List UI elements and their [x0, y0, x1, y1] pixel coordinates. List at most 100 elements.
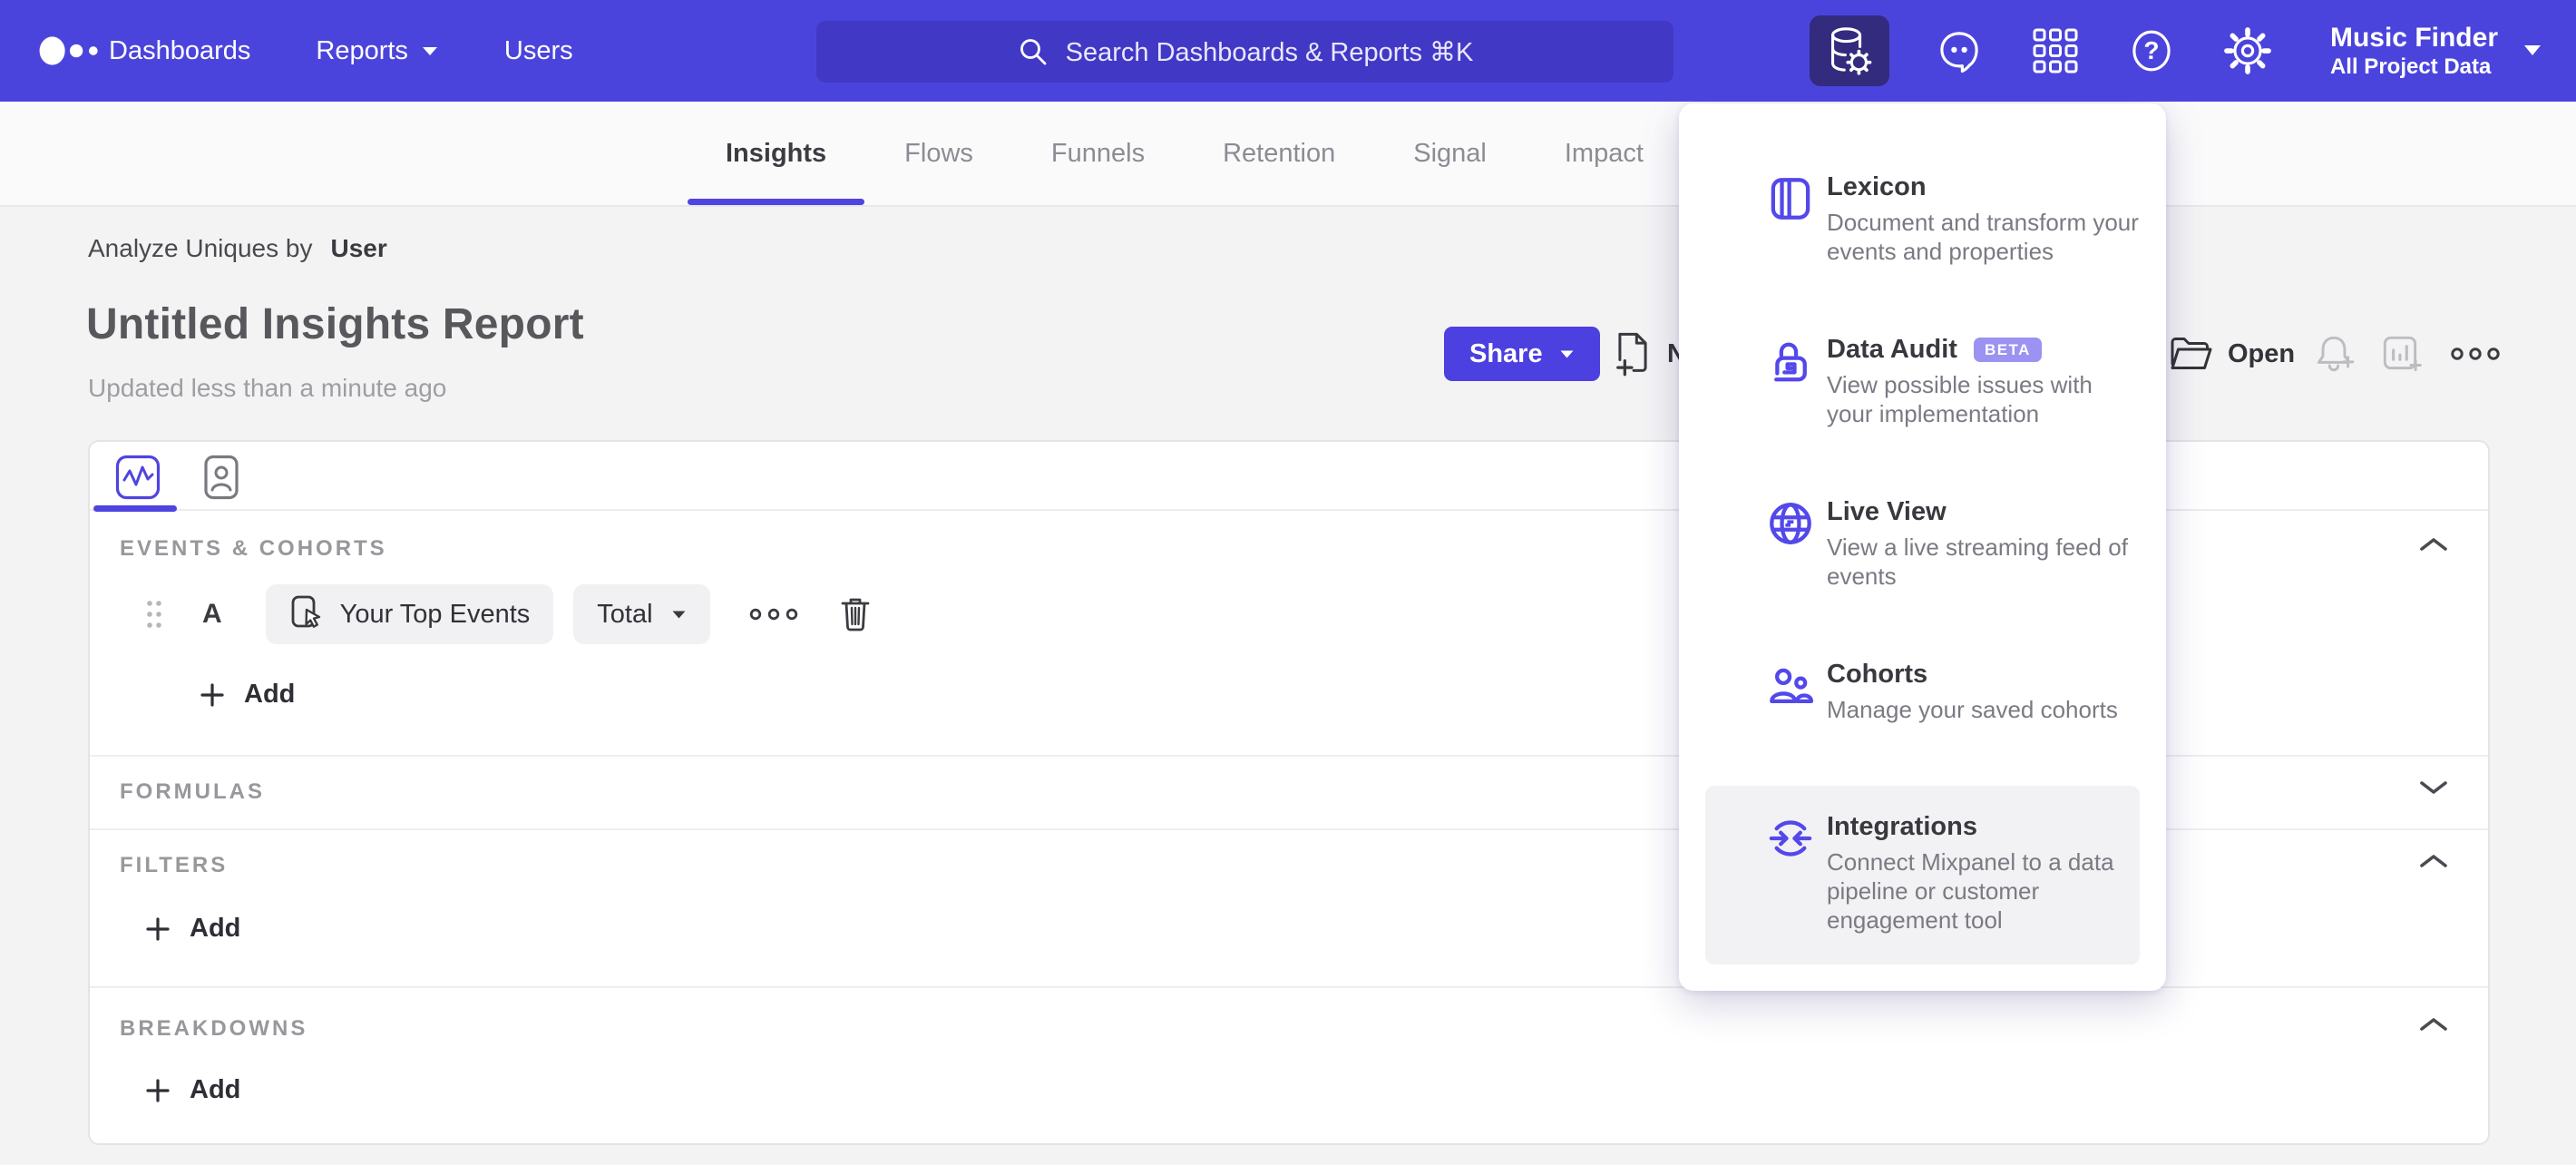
menu-item-lexicon[interactable]: Lexicon Document and transform your even… [1705, 146, 2140, 308]
menu-item-integrations[interactable]: Integrations Connect Mixpanel to a data … [1705, 786, 2140, 964]
tab-funnels-label: Funnels [1050, 138, 1146, 168]
tab-signal[interactable]: Signal [1413, 102, 1487, 205]
analyze-value[interactable]: User [330, 234, 387, 262]
caret-down-icon [422, 46, 437, 55]
apps-grid-icon [2033, 28, 2078, 73]
menu-item-live-view-desc: View a live streaming feed of events [1827, 534, 2128, 590]
add-filter-label: Add [190, 914, 241, 943]
tab-impact-label: Impact [1564, 138, 1644, 168]
plus-icon [146, 916, 170, 941]
updated-status: Updated less than a minute ago [88, 374, 447, 402]
analyze-breadcrumb: Analyze Uniques by User [88, 234, 387, 263]
add-filter-button[interactable]: Add [144, 914, 240, 944]
create-alert-button[interactable] [2311, 328, 2356, 379]
nav-item-dashboards-label: Dashboards [109, 35, 251, 65]
nav-item-reports-label: Reports [316, 35, 408, 65]
metric-picker-label: Total [597, 599, 653, 629]
tab-flows-label: Flows [904, 138, 973, 168]
gear-icon [2224, 27, 2271, 74]
menu-item-cohorts-title: Cohorts [1827, 660, 1928, 689]
live-view-globe-icon [1765, 498, 1816, 549]
chevron-down-icon [2420, 781, 2447, 794]
settings-button[interactable] [2221, 24, 2274, 77]
menu-item-data-audit[interactable]: Data Audit BETA View possible issues wit… [1705, 308, 2140, 471]
events-collapse-button[interactable] [2415, 533, 2452, 556]
section-divider [90, 755, 2488, 757]
breakdowns-collapse-button[interactable] [2415, 1013, 2452, 1036]
tab-signal-label: Signal [1413, 138, 1487, 168]
nav-item-users-label: Users [503, 35, 573, 65]
event-picker-button[interactable]: Your Top Events [265, 584, 554, 644]
tab-retention[interactable]: Retention [1223, 102, 1335, 205]
menu-item-integrations-desc: Connect Mixpanel to a data pipeline or c… [1827, 848, 2114, 934]
nav-item-dashboards[interactable]: Dashboards [109, 36, 250, 66]
add-event-button[interactable]: Add [199, 680, 295, 710]
menu-item-lexicon-desc: Document and transform your events and p… [1827, 209, 2139, 265]
breakdowns-header: BREAKDOWNS [120, 1016, 308, 1041]
help-icon: ? [2132, 30, 2171, 72]
add-breakdown-label: Add [190, 1075, 241, 1104]
caret-down-icon [672, 611, 686, 618]
event-picker-label: Your Top Events [339, 599, 531, 629]
project-scope: All Project Data [2329, 54, 2492, 79]
feedback-button[interactable] [1933, 24, 1986, 77]
add-breakdown-button[interactable]: Add [144, 1075, 240, 1105]
tab-flows[interactable]: Flows [904, 102, 973, 205]
chevron-up-icon [2420, 1018, 2447, 1031]
project-name: Music Finder [2329, 22, 2498, 53]
filters-collapse-button[interactable] [2415, 849, 2452, 873]
page-title[interactable]: Untitled Insights Report [86, 300, 584, 348]
menu-item-cohorts[interactable]: Cohorts Manage your saved cohorts [1705, 633, 2140, 786]
tab-user-profiles[interactable] [197, 453, 246, 502]
menu-item-live-view[interactable]: Live View View a live streaming feed of … [1705, 471, 2140, 633]
folder-open-icon [2171, 338, 2212, 369]
bell-plus-icon [2317, 336, 2355, 372]
events-cohorts-header: EVENTS & COHORTS [120, 536, 387, 561]
section-divider [90, 986, 2488, 988]
nav-item-reports[interactable]: Reports [316, 36, 439, 66]
menu-item-live-view-title: Live View [1827, 497, 1947, 526]
formulas-header: FORMULAS [120, 779, 265, 804]
data-management-button[interactable] [1809, 15, 1889, 86]
chevron-up-icon [2420, 538, 2447, 551]
help-button[interactable]: ? [2125, 24, 2178, 77]
nav-item-users[interactable]: Users [504, 36, 573, 66]
builder-tab-row [90, 442, 2488, 512]
caret-down-icon [1560, 350, 1574, 357]
database-gear-icon [1830, 27, 1872, 75]
search-input[interactable]: Search Dashboards & Reports ⌘K [816, 21, 1673, 83]
metric-picker-button[interactable]: Total [573, 584, 710, 644]
event-delete-button[interactable] [837, 594, 873, 634]
caret-down-icon [2524, 45, 2541, 56]
add-to-dashboard-button[interactable] [2378, 328, 2424, 379]
series-letter: A [202, 599, 222, 629]
plus-icon [200, 682, 224, 707]
open-report-button[interactable]: Open [2168, 327, 2295, 381]
tab-funnels[interactable]: Funnels [1051, 102, 1145, 205]
more-actions-button[interactable] [2449, 328, 2502, 379]
formulas-expand-button[interactable] [2415, 776, 2452, 799]
beta-badge: BETA [1973, 337, 2042, 362]
drag-handle-icon[interactable] [144, 598, 164, 631]
search-placeholder: Search Dashboards & Reports ⌘K [1065, 37, 1474, 67]
analyze-prefix: Analyze Uniques by [88, 234, 313, 262]
menu-item-cohorts-desc: Manage your saved cohorts [1827, 696, 2118, 723]
tab-impact[interactable]: Impact [1565, 102, 1644, 205]
apps-grid-button[interactable] [2029, 24, 2082, 77]
document-plus-icon [1616, 332, 1647, 377]
more-dots-icon [2451, 348, 2500, 360]
pulse-chart-icon [115, 455, 161, 500]
tab-events-chart[interactable] [113, 453, 162, 502]
mixpanel-logo-icon[interactable] [0, 33, 109, 69]
event-more-button[interactable] [748, 605, 799, 623]
add-event-label: Add [244, 680, 296, 709]
chart-plus-icon [2383, 336, 2422, 372]
tab-insights[interactable]: Insights [687, 102, 865, 205]
active-tab-underline [93, 505, 177, 512]
section-divider [90, 828, 2488, 830]
filters-header: FILTERS [120, 853, 229, 877]
project-selector[interactable]: Music Finder All Project Data [2330, 22, 2543, 81]
share-button[interactable]: Share [1444, 327, 1600, 381]
data-audit-icon [1765, 336, 1816, 387]
